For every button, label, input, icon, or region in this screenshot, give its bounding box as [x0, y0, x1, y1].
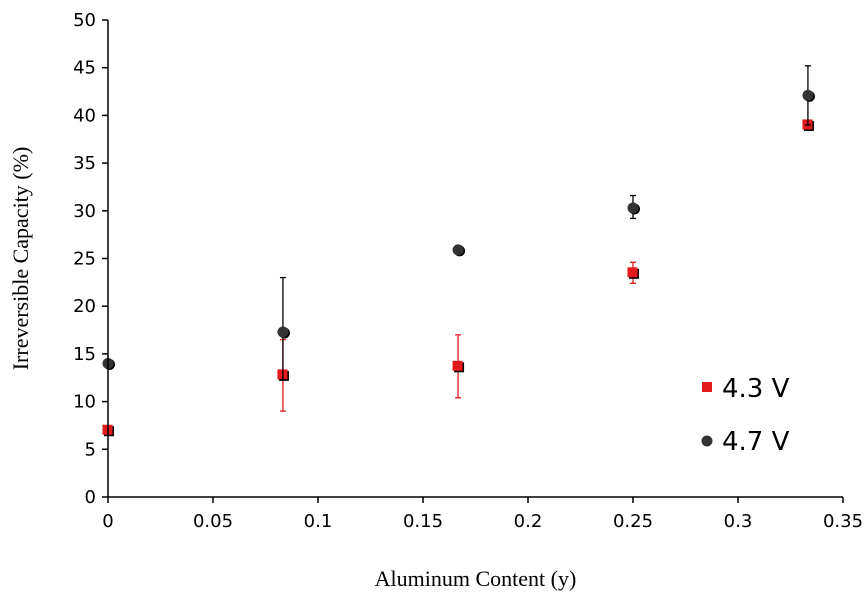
y-tick-label: 20 [73, 296, 96, 317]
x-tick-label: 0.2 [514, 511, 543, 532]
y-tick-label: 15 [73, 344, 96, 365]
x-axis-title: Aluminum Content (y) [375, 566, 577, 591]
data-point-square [452, 360, 463, 371]
x-tick-label: 0.1 [304, 511, 333, 532]
data-point-circle [802, 89, 814, 101]
x-tick-label: 0.25 [613, 511, 653, 532]
legend: 4.3 V 4.7 V [701, 374, 790, 457]
x-tick-label: 0.3 [724, 511, 753, 532]
x-tick-label: 0.05 [193, 511, 233, 532]
y-tick-label: 40 [73, 105, 96, 126]
y-tick-label: 25 [73, 249, 96, 270]
legend-label: 4.7 V [722, 427, 790, 457]
legend-label: 4.3 V [722, 374, 790, 404]
data-marks [102, 65, 815, 437]
y-tick-label: 30 [73, 201, 96, 222]
legend-marker-circle [701, 435, 713, 447]
data-point-circle [627, 202, 639, 214]
y-axis-title: Irreversible Capacity (%) [8, 147, 33, 371]
data-point-circle [277, 326, 289, 338]
y-tick-label: 50 [73, 10, 96, 31]
legend-item-4.3v: 4.3 V [702, 374, 790, 404]
x-tick-label: 0 [102, 511, 113, 532]
y-tick-label: 45 [73, 58, 96, 79]
y-tick-label: 5 [85, 439, 96, 460]
legend-marker-square [702, 382, 712, 392]
y-tick-label: 0 [85, 487, 96, 508]
data-point-circle [452, 244, 464, 256]
y-axis-ticks: 0 5 10 15 20 25 30 35 40 45 50 [73, 10, 108, 508]
legend-item-4.7v: 4.7 V [701, 427, 790, 457]
x-tick-label: 0.15 [403, 511, 443, 532]
x-tick-label: 0.35 [823, 511, 863, 532]
y-tick-label: 35 [73, 153, 96, 174]
data-point-square [627, 267, 638, 278]
y-tick-label: 10 [73, 392, 96, 413]
x-axis-ticks: 0 0.05 0.1 0.15 0.2 0.25 0.3 0.35 [102, 497, 863, 532]
